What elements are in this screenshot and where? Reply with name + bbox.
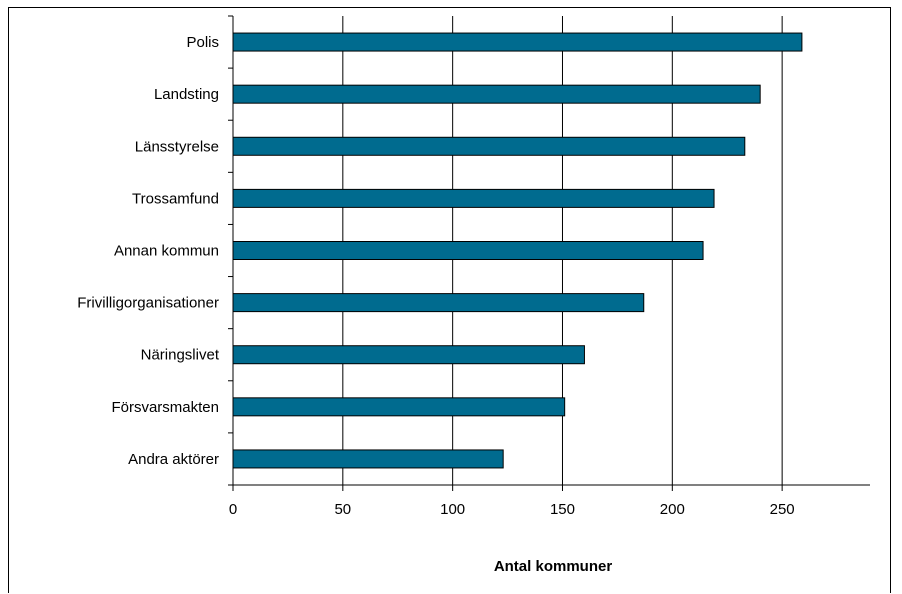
- x-tick-label-200: 200: [660, 501, 685, 518]
- bar-9: [232, 449, 504, 469]
- x-tick-label-250: 250: [770, 501, 795, 518]
- category-label-1: Polis: [186, 34, 219, 51]
- bar-8: [232, 397, 566, 417]
- category-label-4: Trossamfund: [132, 190, 219, 207]
- bar-1: [232, 32, 803, 52]
- bar-7: [232, 345, 585, 365]
- x-tick-label-50: 50: [334, 501, 351, 518]
- bar-2: [232, 84, 761, 104]
- category-label-5: Annan kommun: [114, 243, 219, 260]
- bars: [232, 32, 803, 469]
- x-tick-label-150: 150: [550, 501, 575, 518]
- category-label-3: Länsstyrelse: [135, 138, 219, 155]
- category-label-8: Försvarsmakten: [111, 399, 219, 416]
- bar-3: [232, 136, 746, 156]
- category-label-9: Andra aktörer: [128, 451, 219, 468]
- category-label-6: Frivilligorganisationer: [77, 295, 219, 312]
- axes: [228, 15, 870, 491]
- bar-chart: 0 50 100 150 200 250 Polis Landsting Länsstyrels…: [77, 15, 870, 575]
- x-tick-label-100: 100: [440, 501, 465, 518]
- bar-4: [232, 188, 715, 208]
- labels: 0 50 100 150 200 250 Polis Landsting Länsstyrels…: [77, 34, 794, 518]
- bar-6: [232, 293, 645, 313]
- category-label-2: Landsting: [154, 86, 219, 103]
- x-axis-title: Antal kommuner: [494, 558, 613, 575]
- bar-5: [232, 241, 704, 260]
- x-tick-label-0: 0: [229, 501, 237, 518]
- chart-frame: 0 50 100 150 200 250 Polis Landsting Länsstyrels…: [8, 7, 891, 593]
- category-label-7: Näringslivet: [141, 347, 220, 364]
